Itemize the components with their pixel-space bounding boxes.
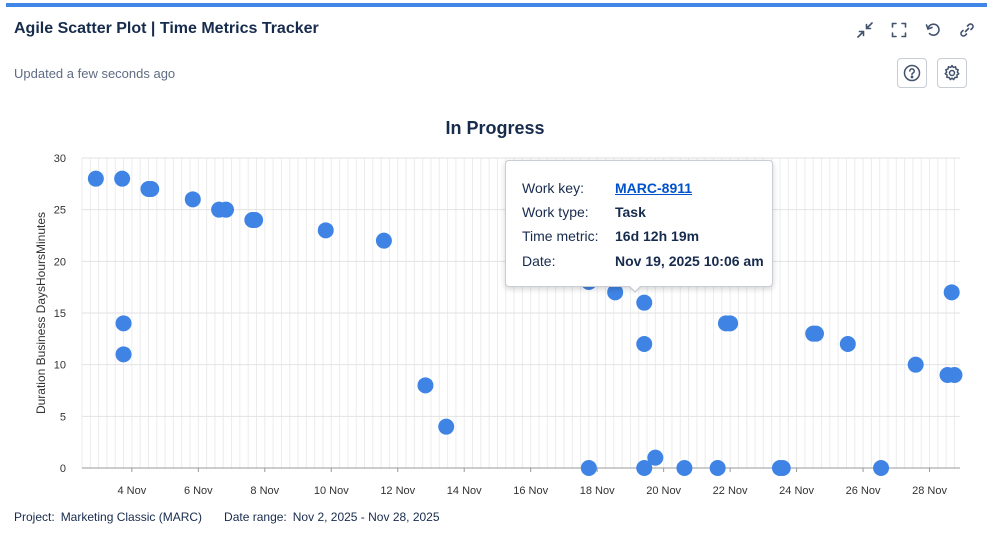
date-label: Date:	[522, 253, 556, 269]
data-point	[580, 460, 597, 476]
data-point	[184, 191, 201, 208]
time-metric-value: 16d 12h 19m	[615, 228, 700, 244]
date-range-label: Date range:	[224, 510, 287, 524]
x-tick-label: 16 Nov	[513, 485, 548, 497]
work-key-link[interactable]: MARC-8911	[615, 180, 693, 196]
x-tick-label: 8 Nov	[250, 485, 279, 497]
updated-text: Updated a few seconds ago	[14, 66, 176, 81]
data-point	[676, 460, 693, 476]
data-point	[115, 315, 132, 332]
data-point	[375, 232, 392, 249]
data-point	[709, 460, 726, 476]
data-point	[647, 449, 664, 466]
x-tick-label: 10 Nov	[314, 485, 349, 497]
x-tick-label: 26 Nov	[846, 485, 881, 497]
data-point	[907, 356, 924, 373]
data-point	[87, 170, 104, 187]
data-point	[839, 336, 856, 352]
x-tick-label: 6 Nov	[184, 485, 213, 497]
data-point	[722, 315, 739, 332]
data-point	[636, 460, 653, 476]
y-tick-label: 15	[54, 308, 66, 320]
data-point	[218, 201, 235, 218]
x-tick-label: 18 Nov	[580, 485, 615, 497]
data-point	[317, 222, 334, 239]
gear-icon	[944, 64, 960, 81]
date-range-value: Nov 2, 2025 - Nov 28, 2025	[292, 510, 440, 524]
project-label: Project:	[14, 510, 55, 524]
footer: Project: Marketing Classic (MARC) Date ran…	[14, 510, 462, 524]
help-icon	[903, 64, 921, 82]
data-point	[417, 377, 434, 394]
data-point	[946, 367, 963, 383]
data-point	[774, 460, 791, 476]
work-type-label: Work type:	[522, 204, 589, 220]
y-tick-label: 0	[60, 463, 66, 475]
data-point	[873, 460, 890, 476]
y-axis-label: Duration Business DaysHoursMinutes	[34, 212, 48, 414]
x-tick-label: 20 Nov	[646, 485, 681, 497]
data-point	[115, 346, 132, 363]
data-point	[636, 336, 653, 352]
toolbar	[855, 20, 977, 40]
y-tick-label: 5	[60, 411, 66, 423]
tooltip-arrow-inner	[629, 285, 641, 291]
date-value: Nov 19, 2025 10:06 am	[615, 253, 764, 269]
project-value: Marketing Classic (MARC)	[60, 510, 203, 524]
x-tick-label: 22 Nov	[713, 485, 748, 497]
y-tick-label: 10	[54, 360, 66, 372]
data-point	[807, 325, 824, 342]
data-point	[143, 181, 160, 197]
work-key-label: Work key:	[522, 180, 584, 196]
x-tick-label: 12 Nov	[380, 485, 415, 497]
y-tick-label: 20	[54, 256, 66, 268]
settings-button[interactable]	[937, 58, 967, 88]
refresh-icon[interactable]	[923, 20, 943, 40]
help-button[interactable]	[897, 58, 927, 88]
x-tick-label: 14 Nov	[447, 485, 482, 497]
data-point	[607, 284, 624, 301]
data-point	[636, 294, 653, 311]
data-point	[943, 284, 960, 301]
time-metric-label: Time metric:	[522, 228, 599, 244]
data-point	[438, 418, 455, 435]
chart-title: In Progress	[445, 118, 544, 138]
link-icon[interactable]	[957, 20, 977, 40]
x-tick-label: 28 Nov	[912, 485, 947, 497]
page-title: Agile Scatter Plot | Time Metrics Tracke…	[14, 20, 319, 37]
y-tick-label: 25	[54, 205, 66, 217]
data-point	[114, 170, 131, 187]
x-tick-label: 24 Nov	[779, 485, 814, 497]
data-point	[247, 212, 264, 228]
point-tooltip: Work key: MARC-8911 Work type: Task Time…	[505, 160, 773, 287]
y-tick-label: 30	[54, 153, 66, 165]
collapse-icon[interactable]	[855, 20, 875, 40]
fullscreen-icon[interactable]	[889, 20, 909, 40]
dashboard-card	[6, 3, 987, 539]
x-tick-label: 4 Nov	[117, 485, 146, 497]
work-type-value: Task	[615, 204, 646, 220]
